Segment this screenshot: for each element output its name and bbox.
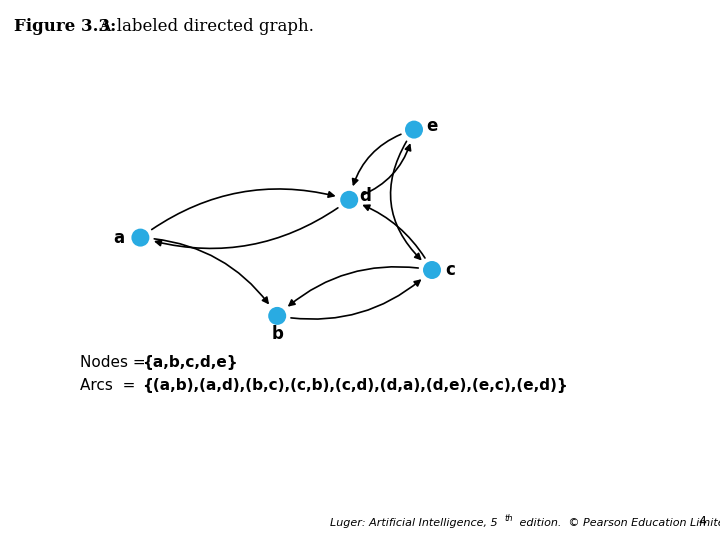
Text: e: e xyxy=(426,117,438,134)
Text: c: c xyxy=(445,261,455,279)
FancyArrowPatch shape xyxy=(362,145,410,195)
Text: {(a,b),(a,d),(b,c),(c,b),(c,d),(d,a),(d,e),(e,c),(e,d)}: {(a,b),(a,d),(b,c),(c,b),(c,d),(d,a),(d,… xyxy=(142,378,568,393)
Text: b: b xyxy=(271,325,283,343)
FancyArrowPatch shape xyxy=(289,267,418,306)
FancyArrowPatch shape xyxy=(152,189,334,230)
Circle shape xyxy=(268,307,287,325)
Text: Arcs  =: Arcs = xyxy=(80,378,140,393)
Text: a: a xyxy=(113,228,124,247)
Circle shape xyxy=(132,228,150,247)
Text: {a,b,c,d,e}: {a,b,c,d,e} xyxy=(142,355,238,370)
Text: th: th xyxy=(504,514,513,523)
Circle shape xyxy=(423,261,441,279)
FancyArrowPatch shape xyxy=(390,141,420,259)
Text: A labeled directed graph.: A labeled directed graph. xyxy=(89,18,314,35)
Text: Figure 3.3:: Figure 3.3: xyxy=(14,18,116,35)
Text: Luger: Artificial Intelligence, 5: Luger: Artificial Intelligence, 5 xyxy=(330,518,498,528)
Circle shape xyxy=(340,191,359,209)
Circle shape xyxy=(405,120,423,139)
Text: edition.  © Pearson Education Limited, 2005: edition. © Pearson Education Limited, 20… xyxy=(516,518,720,528)
FancyArrowPatch shape xyxy=(291,280,420,319)
FancyArrowPatch shape xyxy=(154,239,268,303)
FancyArrowPatch shape xyxy=(364,205,425,258)
Text: Nodes =: Nodes = xyxy=(80,355,150,370)
FancyArrowPatch shape xyxy=(156,208,338,248)
Text: d: d xyxy=(359,187,371,205)
Text: 4: 4 xyxy=(698,515,706,528)
FancyArrowPatch shape xyxy=(353,134,401,185)
